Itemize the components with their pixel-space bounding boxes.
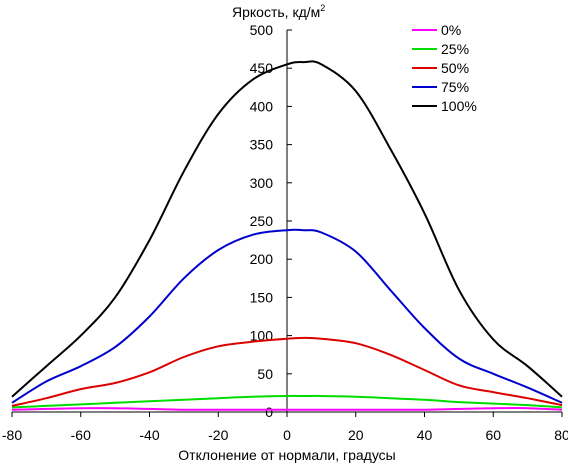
series-lines — [11, 60, 563, 411]
y-tick-label: 350 — [250, 137, 274, 153]
x-tick-label: 60 — [485, 427, 501, 443]
series-line-75-percent — [11, 228, 563, 404]
x-tick-label: 0 — [283, 427, 291, 443]
legend-label-75-percent: 75% — [441, 79, 469, 95]
series-line-0-percent — [11, 407, 563, 411]
legend-label-100-percent: 100% — [441, 98, 477, 114]
series-line-25-percent — [11, 394, 563, 409]
x-tick-label: -40 — [139, 427, 159, 443]
legend-label-50-percent: 50% — [441, 60, 469, 76]
series-line-50-percent — [11, 336, 563, 407]
x-tick-label: 40 — [417, 427, 433, 443]
x-tick-label: -80 — [2, 427, 22, 443]
y-tick-label: 250 — [250, 213, 274, 229]
y-axis-label-sup: 2 — [320, 3, 325, 13]
y-tick-label: 300 — [250, 175, 274, 191]
y-tick-label: 400 — [250, 98, 274, 114]
x-axis: -80 -60 -40 -20 0 20 40 60 80 — [2, 411, 568, 443]
y-tick-label: 500 — [250, 22, 274, 38]
x-axis-label: Отклонение от нормали, градусы — [178, 447, 395, 463]
x-tick-label: -20 — [208, 427, 228, 443]
y-tick-label: 200 — [250, 251, 274, 267]
x-ticks: -80 -60 -40 -20 0 20 40 60 80 — [2, 412, 568, 443]
legend: 0% 25% 50% 75% 100% — [412, 22, 477, 114]
y-tick-label: 50 — [257, 366, 273, 382]
series-line-100-percent — [11, 60, 563, 398]
y-tick-label: 150 — [250, 289, 274, 305]
x-tick-label: 80 — [554, 427, 568, 443]
y-axis-label-main: Яркость, кд/м — [232, 4, 320, 20]
legend-label-25-percent: 25% — [441, 41, 469, 57]
x-tick-label: 20 — [348, 427, 364, 443]
x-tick-label: -60 — [71, 427, 91, 443]
legend-label-0-percent: 0% — [441, 22, 461, 38]
y-axis-label: Яркость, кд/м2 — [232, 3, 325, 20]
